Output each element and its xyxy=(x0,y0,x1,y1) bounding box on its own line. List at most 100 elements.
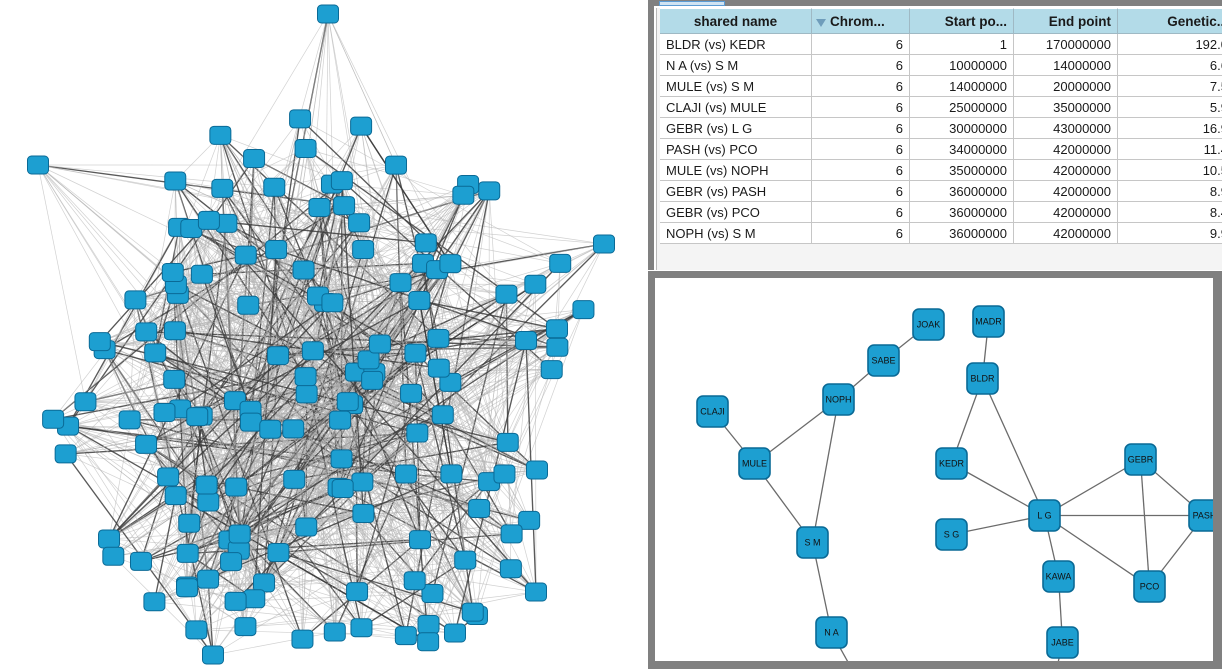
table-cell-genetic[interactable]: 192.0 xyxy=(1118,34,1222,55)
detail-network-node[interactable]: N A xyxy=(815,616,848,649)
overview-network-node-shape[interactable] xyxy=(525,582,547,602)
overview-network-node-shape[interactable] xyxy=(394,626,417,646)
table-cell-start_point[interactable]: 1 xyxy=(910,34,1014,55)
overview-network-node[interactable] xyxy=(500,524,523,544)
overview-network-node[interactable] xyxy=(439,254,462,274)
overview-network-node-shape[interactable] xyxy=(195,475,218,495)
overview-network-node[interactable] xyxy=(294,367,317,387)
overview-network-node-shape[interactable] xyxy=(190,264,213,284)
table-cell-end_point[interactable]: 42000000 xyxy=(1014,139,1118,160)
table-cell-start_point[interactable]: 10000000 xyxy=(910,55,1014,76)
overview-network-node-shape[interactable] xyxy=(253,573,276,593)
overview-network-node[interactable] xyxy=(289,109,312,129)
column-header-shared-name[interactable]: shared name xyxy=(660,8,812,34)
overview-network-node-shape[interactable] xyxy=(518,510,541,530)
overview-network-node-shape[interactable] xyxy=(197,492,220,512)
table-cell-chromosome[interactable]: 6 xyxy=(812,76,910,97)
table-cell-genetic[interactable]: 6.6 xyxy=(1118,55,1222,76)
overview-network-node[interactable] xyxy=(417,615,440,635)
table-cell-start_point[interactable]: 25000000 xyxy=(910,97,1014,118)
overview-network-node[interactable] xyxy=(409,530,432,550)
overview-network-node[interactable] xyxy=(406,423,429,443)
overview-network-node-shape[interactable] xyxy=(234,617,257,637)
overview-network-node-shape[interactable] xyxy=(186,407,209,427)
overview-network-node[interactable] xyxy=(421,583,444,603)
overview-network-node[interactable] xyxy=(42,409,65,429)
overview-network-node[interactable] xyxy=(452,185,475,205)
overview-network-node[interactable] xyxy=(546,337,569,357)
overview-network-node[interactable] xyxy=(572,300,595,320)
overview-network-node[interactable] xyxy=(253,573,276,593)
overview-network-node[interactable] xyxy=(124,290,147,310)
overview-network-node[interactable] xyxy=(333,196,356,216)
table-cell-shared_name[interactable]: GEBR (vs) PCO xyxy=(660,202,812,223)
overview-network-node-shape[interactable] xyxy=(102,546,125,566)
overview-network-node-shape[interactable] xyxy=(331,479,354,499)
overview-network-node[interactable] xyxy=(361,370,384,390)
overview-network-node-shape[interactable] xyxy=(224,591,247,611)
overview-network-node-shape[interactable] xyxy=(352,503,375,523)
overview-network-node[interactable] xyxy=(267,346,290,366)
detail-network-node[interactable]: L G xyxy=(1028,499,1061,532)
overview-network-node[interactable] xyxy=(348,213,371,233)
overview-network-node-shape[interactable] xyxy=(267,542,290,562)
overview-network-node[interactable] xyxy=(525,582,547,602)
overview-network-node[interactable] xyxy=(350,618,373,638)
table-cell-end_point[interactable]: 42000000 xyxy=(1014,223,1118,244)
overview-network-node[interactable] xyxy=(197,569,220,589)
table-cell-shared_name[interactable]: CLAJI (vs) MULE xyxy=(660,97,812,118)
overview-network-node-shape[interactable] xyxy=(439,254,462,274)
overview-network-node-shape[interactable] xyxy=(526,460,548,480)
table-cell-genetic[interactable]: 9.9 xyxy=(1118,223,1222,244)
overview-network-node-shape[interactable] xyxy=(440,464,463,484)
overview-network-node-shape[interactable] xyxy=(88,332,111,352)
overview-network-node[interactable] xyxy=(164,486,187,506)
table-cell-chromosome[interactable]: 6 xyxy=(812,118,910,139)
overview-network-node-shape[interactable] xyxy=(351,472,374,492)
overview-network-node-shape[interactable] xyxy=(135,434,158,454)
overview-network-node[interactable] xyxy=(495,284,518,304)
overview-network-node[interactable] xyxy=(263,177,286,197)
overview-network-node[interactable] xyxy=(211,178,234,198)
overview-network-node[interactable] xyxy=(282,419,305,439)
overview-network-node-shape[interactable] xyxy=(439,372,462,392)
overview-network-node[interactable] xyxy=(234,245,257,265)
overview-network-node[interactable] xyxy=(403,571,426,591)
detail-network-node[interactable]: NOPH xyxy=(822,383,855,416)
overview-network-node[interactable] xyxy=(431,405,454,425)
overview-network-node-shape[interactable] xyxy=(515,331,538,351)
overview-network-node[interactable] xyxy=(243,589,266,609)
table-cell-chromosome[interactable]: 6 xyxy=(812,202,910,223)
overview-network-node[interactable] xyxy=(176,578,199,598)
overview-network-node-shape[interactable] xyxy=(157,467,180,487)
overview-network-node-shape[interactable] xyxy=(164,486,187,506)
table-cell-shared_name[interactable]: MULE (vs) NOPH xyxy=(660,160,812,181)
detail-network-node[interactable]: S M xyxy=(796,526,829,559)
table-cell-genetic[interactable]: 8.4 xyxy=(1118,202,1222,223)
detail-network-node[interactable]: S G xyxy=(935,518,968,551)
overview-network-node-shape[interactable] xyxy=(259,419,282,439)
overview-network-node[interactable] xyxy=(546,319,569,339)
overview-network-node[interactable] xyxy=(394,464,417,484)
table-cell-shared_name[interactable]: N A (vs) S M xyxy=(660,55,812,76)
overview-network-node-shape[interactable] xyxy=(417,615,440,635)
overview-network-node[interactable] xyxy=(493,464,516,484)
overview-network-node-shape[interactable] xyxy=(220,552,243,572)
overview-network-node-shape[interactable] xyxy=(468,499,491,519)
table-cell-start_point[interactable]: 36000000 xyxy=(910,202,1014,223)
table-cell-end_point[interactable]: 35000000 xyxy=(1014,97,1118,118)
overview-network-node-shape[interactable] xyxy=(593,234,615,254)
table-cell-start_point[interactable]: 30000000 xyxy=(910,118,1014,139)
results-table-panel[interactable]: shared name Chrom... Start po... End poi… xyxy=(645,0,1222,270)
overview-network-canvas[interactable] xyxy=(0,0,645,669)
table-cell-start_point[interactable]: 36000000 xyxy=(910,181,1014,202)
overview-network-node-shape[interactable] xyxy=(202,645,224,665)
overview-network-node[interactable] xyxy=(224,591,247,611)
table-cell-genetic[interactable]: 11.4 xyxy=(1118,139,1222,160)
detail-network-node-shape[interactable] xyxy=(822,383,855,416)
overview-network-node[interactable] xyxy=(190,264,213,284)
table-cell-end_point[interactable]: 42000000 xyxy=(1014,202,1118,223)
